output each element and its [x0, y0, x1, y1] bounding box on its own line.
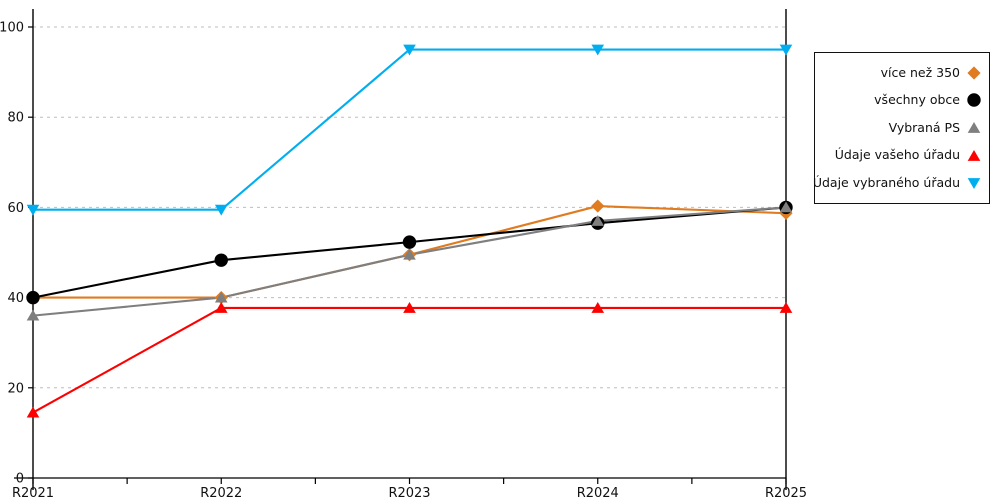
legend-item-label: více než 350: [880, 64, 960, 80]
legend-item-label: všechny obce: [874, 92, 960, 108]
x-tick-label: R2025: [765, 486, 807, 500]
marker-triangle-up: [779, 201, 793, 213]
marker-triangle-up: [214, 302, 228, 313]
marker-triangle-down: [967, 178, 981, 190]
legend-item-label: Údaje vybraného úřadu: [812, 174, 960, 190]
series-lines: [32, 48, 787, 414]
triangle-down-icon: [967, 178, 981, 190]
legend-item[interactable]: všechny obce: [821, 89, 981, 111]
series-line: [32, 206, 787, 317]
marker-triangle-up: [26, 309, 40, 321]
marker-triangle-down: [779, 44, 793, 56]
x-tick-label: R2024: [577, 486, 619, 500]
series-markers: [26, 44, 793, 418]
legend-item[interactable]: Údaje vybraného úřadu: [813, 172, 981, 194]
legend: více než 350 všechny obce Vybraná PS Údaje …: [813, 52, 990, 204]
marker-triangle-up: [403, 302, 416, 313]
x-tick-label: R2023: [388, 486, 430, 500]
y-tick-label: 100: [0, 21, 24, 36]
y-tick-label: 80: [7, 111, 24, 126]
marker-triangle-down: [214, 204, 228, 216]
circle-icon: [967, 93, 981, 108]
marker-triangle-up: [591, 214, 605, 226]
diamond-icon: [967, 66, 981, 80]
x-tick-label: R2022: [200, 486, 242, 500]
x-tick-label: R2021: [12, 486, 54, 500]
series-line: [32, 306, 786, 414]
marker-triangle-up: [403, 248, 416, 260]
axis-lines: [14, 9, 787, 490]
legend-item[interactable]: Údaje vašeho úřadu: [821, 145, 981, 167]
marker-circle: [967, 93, 981, 108]
y-axis-tick-labels: 0 20 40 60 80 100: [0, 21, 24, 487]
triangle-up-icon: [967, 122, 981, 133]
marker-triangle-down: [403, 44, 416, 56]
legend-item[interactable]: více než 350: [821, 62, 981, 84]
y-tick-label: 40: [7, 291, 24, 306]
triangle-up-icon: [967, 149, 981, 161]
marker-triangle-up: [779, 302, 793, 313]
marker-circle: [214, 253, 228, 267]
marker-triangle-up: [214, 291, 228, 303]
marker-triangle-up: [26, 406, 40, 418]
series-line: [33, 48, 786, 211]
y-tick-label: 60: [7, 201, 24, 216]
marker-triangle-up: [967, 149, 981, 161]
marker-triangle-up: [591, 302, 605, 313]
legend-item[interactable]: Vybraná PS: [821, 117, 981, 139]
legend-item-label: Údaje vašeho úřadu: [834, 147, 960, 163]
marker-diamond: [967, 66, 981, 80]
x-axis-tick-labels: R2021 R2022 R2023 R2024 R2025: [12, 486, 807, 500]
legend-item-label: Vybraná PS: [888, 119, 960, 135]
marker-diamond: [591, 199, 605, 213]
marker-triangle-up: [967, 122, 981, 133]
marker-circle: [402, 235, 417, 249]
marker-circle: [26, 290, 40, 305]
marker-triangle-down: [26, 204, 40, 216]
y-tick-label: 0: [16, 472, 24, 487]
y-tick-label: 20: [7, 381, 24, 396]
marker-triangle-down: [591, 44, 605, 56]
